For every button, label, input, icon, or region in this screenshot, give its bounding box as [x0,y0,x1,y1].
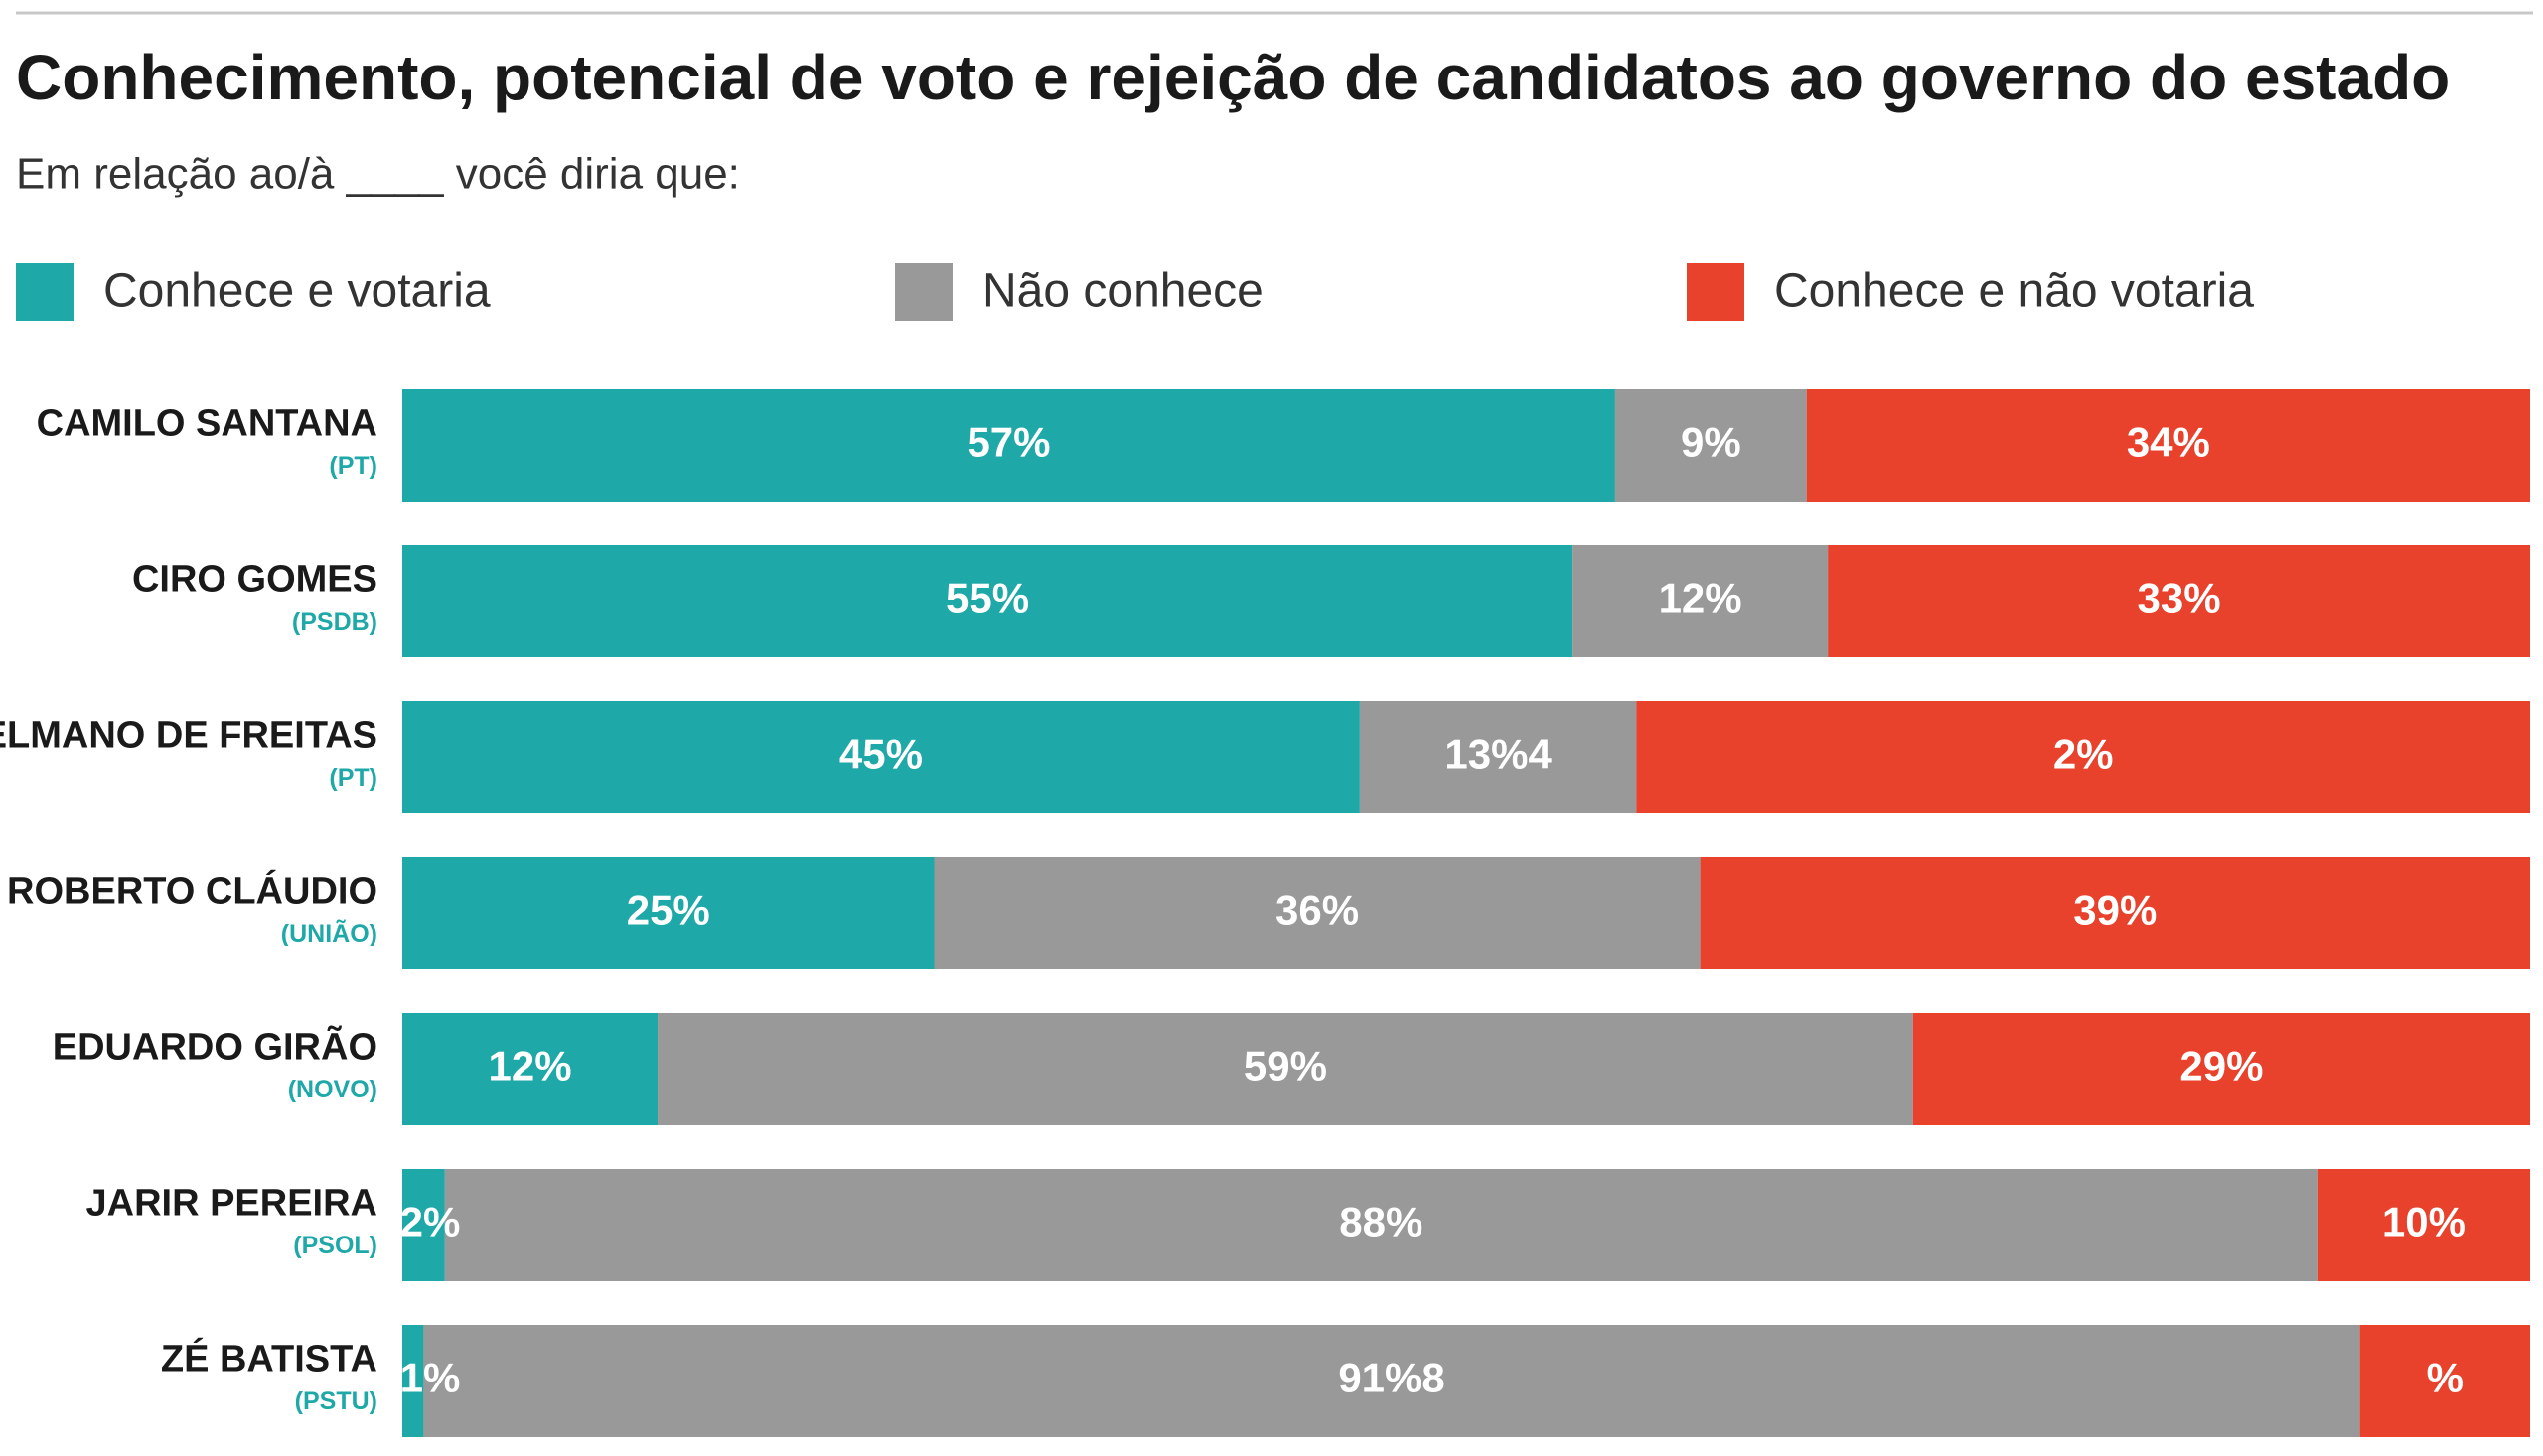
data-label: 91%8 [1338,1355,1444,1401]
bar-segment [1614,389,1807,502]
data-label: 29% [2179,1043,2263,1090]
data-label: 88% [1339,1199,1422,1245]
bar-segment [2317,1169,2530,1281]
data-label: 59% [1244,1043,1327,1090]
bar-segment [444,1169,2318,1281]
bar-segment [2359,1325,2530,1437]
bar-segment [1636,701,2530,813]
data-label: 1% [400,1355,461,1401]
data-label: 57% [967,419,1050,466]
legend-label: Conhece e não votaria [1774,265,2254,318]
category-label: CIRO GOMES [132,559,377,601]
category-label: ROBERTO CLÁUDIO [7,869,377,913]
legend-swatch [895,263,953,321]
bar-segment [658,1013,1913,1125]
bar-segment [402,857,935,969]
bar-segment [1359,701,1637,813]
data-label: 55% [946,575,1029,622]
bar-segment [402,1169,445,1281]
bar-segment [934,857,1701,969]
bar-segment [1806,389,2530,502]
category-label: ZÉ BATISTA [161,1337,377,1381]
data-label: 13%4 [1444,731,1552,778]
bar-segment [1912,1013,2530,1125]
party-label: (PT) [329,764,377,792]
bar-segment [402,545,1573,657]
party-label: (UNIÃO) [281,918,377,947]
category-label: EDUARDO GIRÃO [53,1025,377,1069]
data-label: 10% [2382,1199,2466,1245]
data-label: 9% [1681,419,1741,466]
data-label: 45% [839,731,923,778]
category-label: JARIR PEREIRA [86,1183,378,1225]
data-label: 34% [2127,419,2210,466]
data-label: 12% [1659,575,1742,622]
data-label: 2% [2053,731,2114,778]
bar-segment [402,701,1360,813]
data-label: 25% [627,887,710,934]
bar-segment [402,389,1615,502]
category-label: ELMANO DE FREITAS [0,715,377,757]
chart-title: Conhecimento, potencial de voto e rejeiç… [16,42,2450,113]
bar-segment [1572,545,1829,657]
bar-segment [402,1325,424,1437]
legend-label: Não conhece [982,265,1264,318]
bar-segment [402,1013,659,1125]
data-label: 33% [2138,575,2221,622]
party-label: (PSOL) [293,1232,377,1259]
data-label: 36% [1275,887,1359,934]
bar-segment [1700,857,2530,969]
legend-swatch [16,263,74,321]
party-label: (PT) [329,452,377,480]
data-label: 39% [2073,887,2157,934]
legend-label: Conhece e votaria [103,265,491,318]
bar-segment [1828,545,2530,657]
party-label: (PSDB) [292,608,377,636]
party-label: (NOVO) [288,1076,377,1103]
legend-swatch [1687,263,1744,321]
category-label: CAMILO SANTANA [37,403,377,445]
data-label: 2% [400,1199,461,1245]
data-label: % [2427,1355,2464,1401]
bar-segment [423,1325,2360,1437]
data-label: 12% [488,1043,571,1090]
chart-subtitle: Em relação ao/à ____ você diria que: [16,150,740,199]
party-label: (PSTU) [295,1387,377,1415]
